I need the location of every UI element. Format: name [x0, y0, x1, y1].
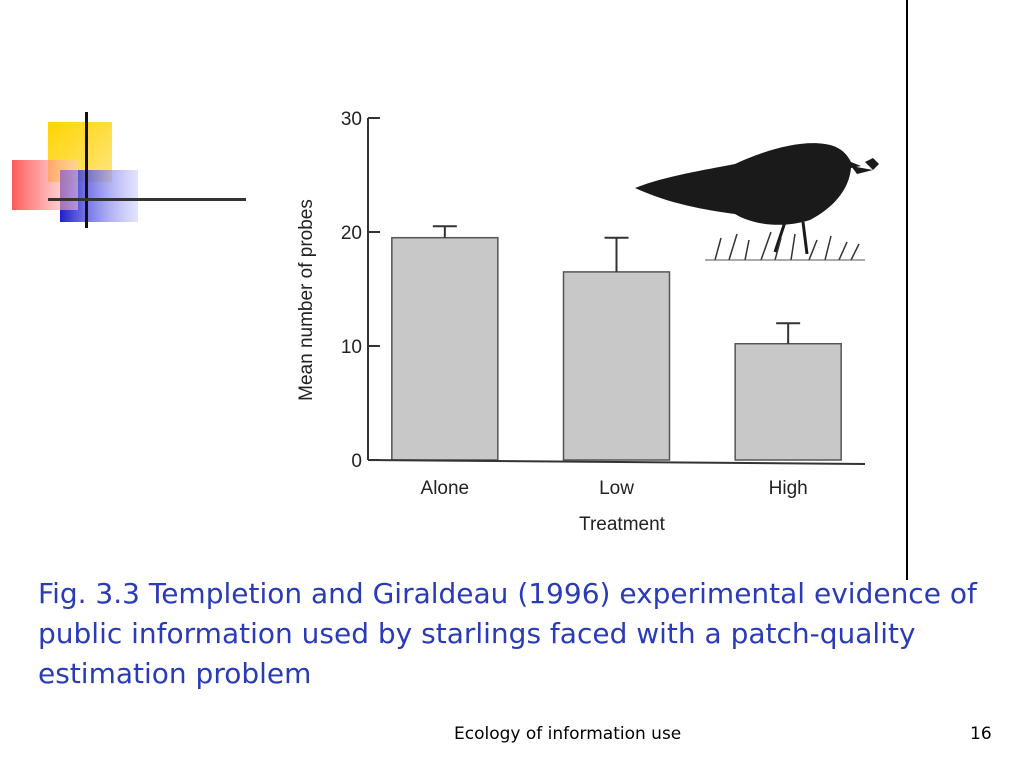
- y-tick-label: 20: [341, 223, 362, 244]
- bar-low: [562, 271, 671, 461]
- y-axis-label: Mean number of probes: [296, 199, 317, 401]
- x-tick-label: High: [769, 478, 808, 499]
- x-axis: Alone Low High: [367, 459, 866, 499]
- red-square: [12, 160, 78, 210]
- bar-alone: [391, 236, 499, 461]
- bars: [391, 225, 842, 461]
- figure-caption: Fig. 3.3 Templetion and Giraldeau (1996)…: [38, 577, 977, 690]
- y-tick-label: 0: [351, 451, 362, 472]
- deco-vertical-line: [85, 112, 88, 228]
- footer-title: Ecology of information use: [454, 724, 682, 744]
- probes-bar-chart: 0 10 20 30 Alone Low High Mean number of prob…: [296, 109, 879, 535]
- page-number: 16: [970, 724, 992, 744]
- deco-horizontal-line: [48, 198, 246, 201]
- x-tick-label: Low: [599, 478, 634, 499]
- y-axis: 0 10 20 30: [341, 109, 380, 472]
- x-axis-line: [367, 459, 866, 465]
- bar-high: [734, 342, 842, 461]
- starling-icon: [635, 143, 879, 261]
- x-tick-label: Alone: [421, 478, 470, 499]
- y-tick-label: 30: [341, 109, 362, 130]
- x-axis-label: Treatment: [579, 514, 666, 535]
- y-tick-label: 10: [341, 337, 362, 358]
- corner-decoration: [12, 112, 246, 228]
- slide-divider-line: [906, 0, 908, 580]
